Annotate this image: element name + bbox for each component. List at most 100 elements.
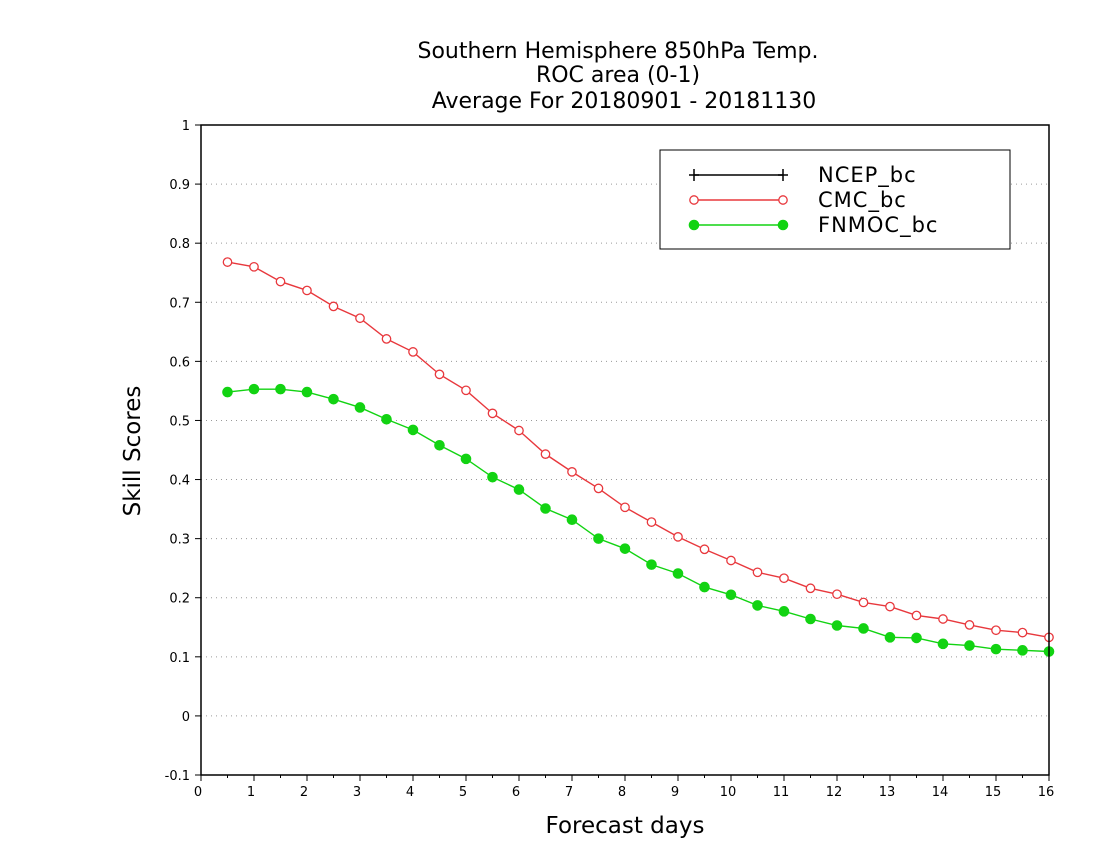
data-point-CMC_bc [699,544,710,555]
legend-entry-CMC_bc: CMC_bc [689,188,907,213]
data-point-FNMOC_bc [699,581,710,593]
data-point-FNMOC_bc [593,533,604,544]
y-axis-title: Skill Scores [120,386,146,517]
data-point-FNMOC_bc [381,413,392,425]
legend-marker-left [689,195,699,205]
legend-marker-left [689,169,699,181]
series-CMC_bc [222,257,1054,643]
data-point-CMC_bc [540,449,551,459]
data-point-CMC_bc [434,369,445,380]
data-point-CMC_bc [991,625,1001,636]
data-point-FNMOC_bc [911,632,922,644]
series-line-FNMOC_bc [227,388,1050,653]
data-point-FNMOC_bc [487,471,498,483]
data-point-CMC_bc [487,408,498,419]
data-point-FNMOC_bc [884,632,896,643]
legend-label-FNMOC_bc: FNMOC_bc [818,213,938,238]
x-tick-label: 16 [1038,785,1055,800]
y-tick-label: -0.1 [165,769,190,784]
chart-title-line-2: ROC area (0-1) [536,63,700,88]
data-point-FNMOC_bc [540,503,551,514]
data-point-FNMOC_bc [301,386,313,398]
chart-title-line-1: Southern Hemisphere 850hPa Temp. [418,39,819,64]
y-tick-label: 1 [182,119,190,134]
legend-marker-right [778,169,788,181]
y-tick-label: 0.6 [169,355,190,370]
legend-marker-left [688,219,700,231]
data-point-FNMOC_bc [407,424,419,436]
data-point-CMC_bc [964,620,975,630]
x-tick-label: 6 [512,785,520,800]
series-FNMOC_bc [222,383,1055,657]
data-point-CMC_bc [620,502,630,513]
x-tick-label: 15 [985,785,1002,800]
data-point-CMC_bc [381,334,392,344]
series-layer [222,257,1055,657]
data-point-FNMOC_bc [831,620,843,631]
data-point-FNMOC_bc [964,640,975,651]
x-tick-label: 2 [300,785,308,800]
data-point-CMC_bc [222,257,233,267]
data-point-CMC_bc [514,425,524,436]
data-point-FNMOC_bc [619,543,631,554]
data-point-FNMOC_bc [805,613,816,625]
x-tick-label: 8 [618,785,626,800]
data-point-FNMOC_bc [778,606,790,617]
data-point-FNMOC_bc [222,386,233,398]
legend-marker-right [777,219,789,231]
y-tick-label: 0.4 [169,474,190,489]
data-point-CMC_bc [779,573,789,584]
data-point-FNMOC_bc [566,514,578,526]
data-point-CMC_bc [726,555,736,566]
data-point-FNMOC_bc [328,393,339,405]
data-point-CMC_bc [938,614,948,624]
legend-label-NCEP_bc: NCEP_bc [818,163,917,188]
data-point-FNMOC_bc [725,589,737,601]
data-point-CMC_bc [673,532,683,542]
legend-entry-FNMOC_bc: FNMOC_bc [688,213,938,238]
data-point-FNMOC_bc [248,383,260,395]
data-point-CMC_bc [805,583,816,594]
data-point-CMC_bc [567,467,577,477]
legend-label-CMC_bc: CMC_bc [818,188,907,213]
data-point-FNMOC_bc [434,439,445,451]
data-point-FNMOC_bc [275,383,286,395]
y-tick-label: 0.2 [169,592,190,607]
data-point-CMC_bc [832,589,842,600]
x-tick-label: 7 [565,785,573,800]
y-tick-label: 0.9 [169,178,190,193]
data-point-FNMOC_bc [460,453,472,465]
data-point-CMC_bc [885,601,895,612]
x-tick-label: 3 [353,785,361,800]
data-point-FNMOC_bc [646,559,657,570]
grid [201,183,1049,717]
x-tick-label: 5 [459,785,467,800]
data-point-FNMOC_bc [858,623,869,634]
series-line-CMC_bc [227,261,1050,639]
data-point-FNMOC_bc [513,484,525,495]
x-tick-label: 12 [826,785,843,800]
data-point-CMC_bc [593,483,604,494]
y-tick-label: 0.8 [169,237,190,252]
data-point-CMC_bc [646,517,657,527]
x-tick-label: 11 [773,785,790,800]
data-point-CMC_bc [275,276,286,287]
legend-marker-right [778,195,788,205]
data-point-CMC_bc [461,385,471,396]
data-point-FNMOC_bc [354,402,366,413]
x-tick-label: 13 [879,785,896,800]
data-point-CMC_bc [249,261,259,272]
x-tick-label: 10 [720,785,737,800]
y-tick-label: 0.3 [169,533,190,548]
x-axis-title: Forecast days [546,813,705,839]
data-point-CMC_bc [752,567,763,578]
data-point-FNMOC_bc [937,638,949,650]
x-tick-label: 0 [194,785,202,800]
data-point-CMC_bc [302,285,312,296]
x-tick-label: 9 [671,785,679,800]
data-point-FNMOC_bc [990,643,1002,655]
data-point-FNMOC_bc [752,600,763,611]
